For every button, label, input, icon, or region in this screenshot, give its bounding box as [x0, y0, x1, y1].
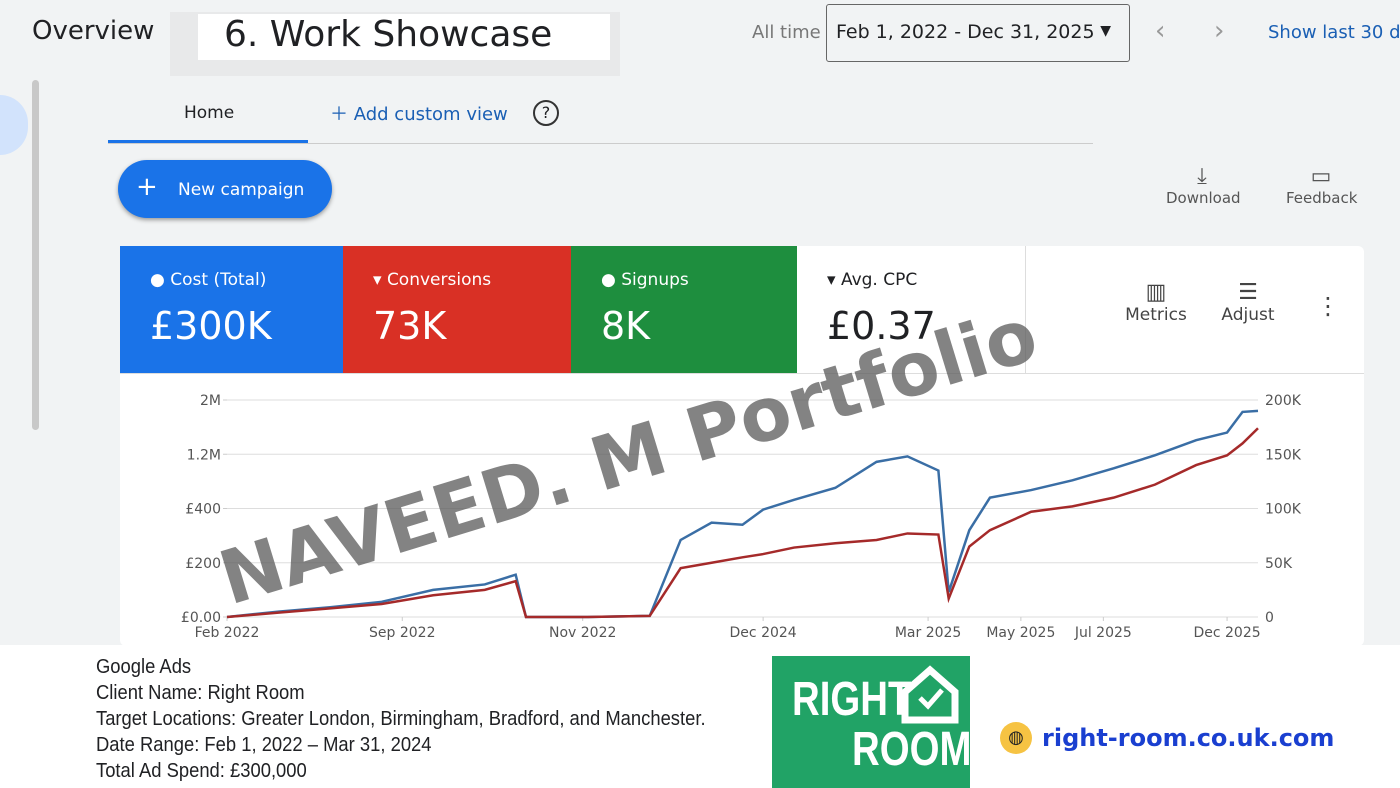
card-text: Conversions [386, 270, 492, 290]
series-line [226, 427, 1259, 619]
card-label: ● Signups [601, 270, 689, 290]
scorecard[interactable]: ▾ Conversions 73K [343, 246, 571, 374]
y2-tick-label: 0 [1265, 610, 1274, 626]
nav-active[interactable] [0, 95, 28, 155]
x-tick-label: May 2025 [986, 625, 1055, 641]
card-text: Cost (Total) [170, 270, 267, 290]
more[interactable]: ⋮ [1316, 292, 1340, 320]
adjust[interactable]: ☰ Adjust [1221, 280, 1275, 325]
help[interactable]: ? [533, 100, 559, 126]
next[interactable]: › [1214, 16, 1225, 46]
tab-rule [108, 143, 1093, 144]
metrics[interactable]: ▥ Metrics [1125, 280, 1187, 325]
card-text: Avg. CPC [840, 270, 918, 290]
y2-tick-label: 50K [1265, 556, 1293, 572]
card-value: 8K [601, 304, 651, 348]
y2-tick-label: 100K [1265, 502, 1302, 518]
x-tick-label: Feb 2022 [195, 625, 260, 641]
x-tick-label: Mar 2025 [895, 625, 962, 641]
feedback-label: Feedback [1286, 189, 1358, 207]
card-value: £0.37 [827, 304, 936, 348]
globe-icon: ◍ [1000, 722, 1032, 754]
series-line [226, 409, 1259, 619]
url[interactable]: right-room.co.uk.com [1042, 724, 1335, 752]
download[interactable]: ⤓ Download [1166, 164, 1241, 207]
card-label: ▾ Avg. CPC [827, 270, 918, 290]
menu-title: Overview [32, 16, 155, 46]
date-range: Feb 1, 2022 - Dec 31, 2025 [836, 21, 1095, 43]
banner: 6. Work Showcase [198, 14, 610, 60]
x-tick-label: Nov 2022 [549, 625, 616, 641]
y2-tick-label: 150K [1265, 447, 1302, 463]
info-line: Google Ads [96, 656, 192, 678]
scorecard[interactable]: ▾ Avg. CPC £0.37 [797, 246, 1026, 374]
tool-label: Adjust [1221, 305, 1275, 325]
y-tick-label: £400 [185, 502, 221, 518]
logo: RIGHT ROOM [772, 656, 972, 788]
logo-text: RIGHT [792, 673, 912, 726]
tab[interactable]: Home [184, 103, 235, 123]
divider [120, 373, 1364, 374]
card-label: ▾ Conversions [373, 270, 492, 290]
scorecard[interactable]: ● Cost (Total) £300K [120, 246, 343, 374]
card-value: £300K [150, 304, 272, 348]
tab[interactable]: ＋ Add custom view [330, 104, 508, 125]
card-text: Signups [621, 270, 689, 290]
button-label: New campaign [178, 180, 305, 200]
logo-house [901, 665, 959, 724]
x-tick-label: Jul 2025 [1074, 625, 1132, 641]
info-line: Client Name: Right Room [96, 682, 305, 704]
prev[interactable]: ‹ [1155, 16, 1166, 46]
show-last[interactable]: Show last 30 days [1268, 22, 1400, 43]
card-label: ● Cost (Total) [150, 270, 267, 290]
y-tick-label: £0.00 [181, 610, 221, 626]
feedback[interactable]: ▭ Feedback [1286, 164, 1358, 207]
info-line: Target Locations: Greater London, Birmin… [96, 708, 706, 730]
tool-label: Metrics [1125, 305, 1187, 325]
footer [0, 645, 1400, 788]
x-tick-label: Dec 2025 [1193, 625, 1260, 641]
card-value: 73K [373, 304, 447, 348]
info-line: Date Range: Feb 1, 2022 – Mar 31, 2024 [96, 734, 432, 756]
date-picker[interactable]: Feb 1, 2022 - Dec 31, 2025 ▼ [826, 4, 1130, 62]
y-tick-label: £200 [185, 556, 221, 572]
dropdown-arrow: ▼ [1100, 23, 1111, 39]
x-tick-label: Dec 2024 [730, 625, 797, 641]
x-tick-label: Sep 2022 [369, 625, 435, 641]
y-tick-label: 2M [200, 393, 221, 409]
new-campaign-button[interactable]: + New campaign [118, 160, 332, 218]
chart: 0 50K 100K 150K 200K £0.00 £200 £400 1.2M 2M Feb 2… [181, 393, 1302, 641]
y2-tick-label: 200K [1265, 393, 1302, 409]
range-label: All time [752, 22, 821, 43]
scrollbar [32, 80, 39, 430]
tab-indicator [108, 140, 308, 143]
download-label: Download [1166, 189, 1241, 207]
info-line: Total Ad Spend: £300,000 [96, 760, 307, 782]
scorecard[interactable]: ● Signups 8K [571, 246, 797, 374]
y-tick-label: 1.2M [187, 447, 221, 463]
logo-text: ROOM [852, 723, 972, 776]
tab-label: Add custom view [353, 104, 508, 125]
